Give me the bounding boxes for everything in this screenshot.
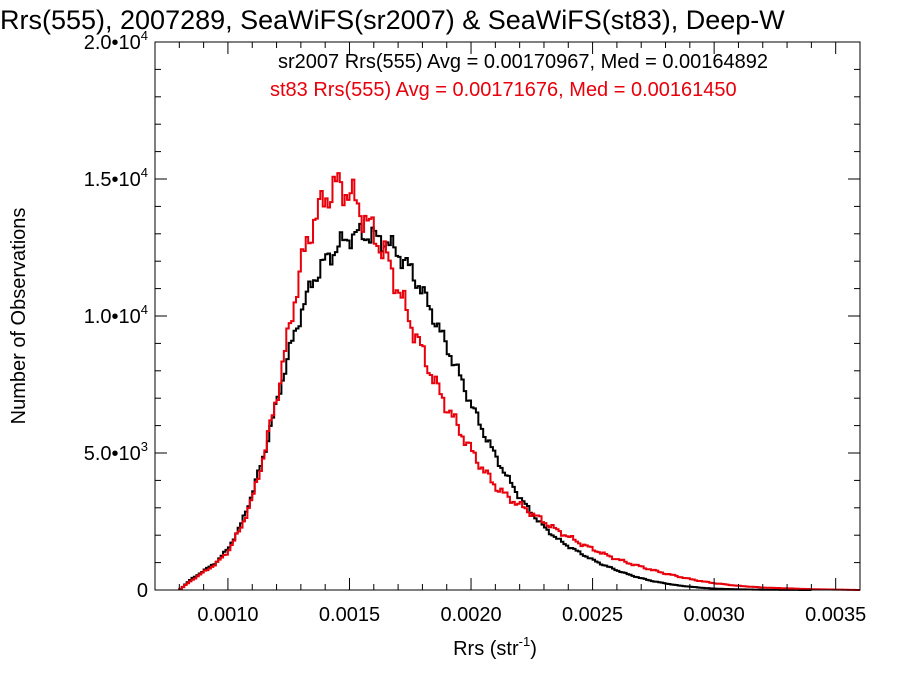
x-axis-label: Rrs (str-1) (453, 634, 537, 660)
x-tick-label: 0.0010 (197, 604, 258, 626)
chart-title: Rrs(555), 2007289, SeaWiFS(sr2007) & Sea… (0, 5, 785, 35)
plot-frame (154, 41, 861, 591)
annotation-sr2007: sr2007 Rrs(555) Avg = 0.00170967, Med = … (278, 51, 768, 73)
y-tick-label: 5.0•103 (84, 439, 148, 465)
x-tick-label: 0.0015 (319, 604, 380, 626)
x-tick-label: 0.0035 (805, 604, 866, 626)
series-sr2007-histogram (178, 222, 812, 591)
x-tick-label: 0.0025 (562, 604, 623, 626)
y-tick-label: 1.0•104 (84, 302, 148, 328)
x-axis-label-main: Rrs (str (453, 638, 519, 660)
labels-layer: 0.0010 0.0015 0.0020 0.0025 0.0030 0.0035 0 5.0… (84, 28, 867, 626)
x-axis-label-close: ) (530, 638, 537, 660)
series-st83-histogram (178, 172, 860, 591)
y-tick-label: 2.0•104 (84, 28, 148, 54)
x-tick-label: 0.0020 (440, 604, 501, 626)
annotation-st83: st83 Rrs(555) Avg = 0.00171676, Med = 0.… (270, 79, 737, 101)
x-axis-label-sup: -1 (519, 634, 531, 649)
y-tick-label: 0 (137, 580, 148, 602)
y-axis-label: Number of Observations (8, 208, 30, 425)
y-tick-label: 1.5•104 (84, 165, 148, 191)
x-tick-label: 0.0030 (684, 604, 745, 626)
series-layer (178, 172, 860, 591)
ticks-layer (154, 41, 861, 591)
